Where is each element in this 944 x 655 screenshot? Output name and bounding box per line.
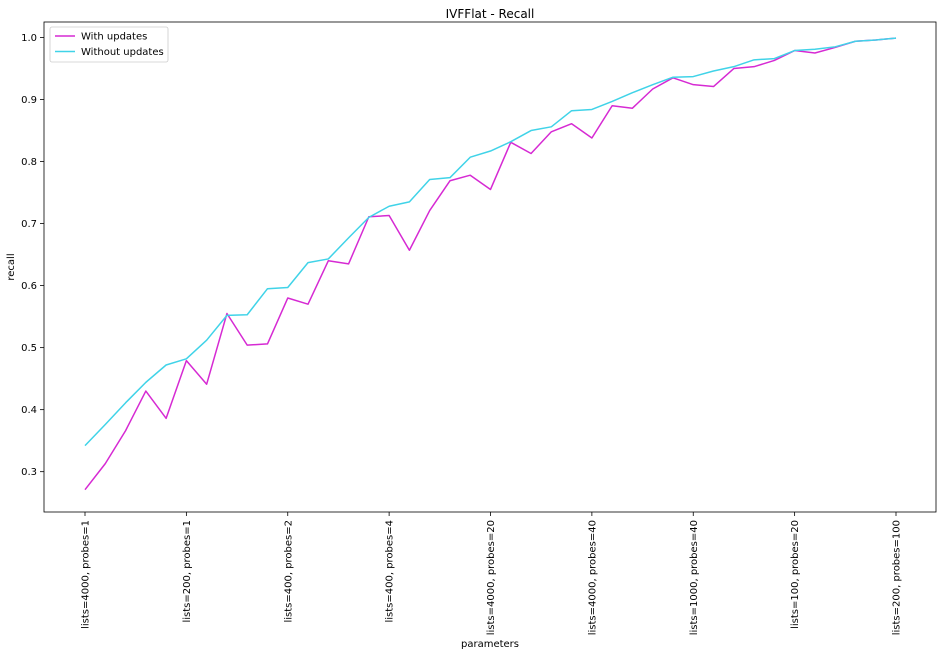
x-axis: lists=4000, probes=1 lists=200, probes=1 l…	[81, 512, 903, 635]
x-tick-label: lists=4000, probes=20	[486, 520, 497, 635]
y-tick-label: 1.0	[21, 33, 37, 44]
y-tick-label: 0.3	[21, 467, 37, 478]
series-layer	[84, 37, 897, 491]
y-axis: 0.3 0.4 0.5 0.6 0.7 0.8 0.9 1.0	[21, 33, 44, 478]
y-tick-label: 0.7	[21, 219, 37, 230]
x-tick-label: lists=1000, probes=40	[689, 520, 700, 635]
legend: With updates Without updates	[49, 26, 169, 63]
legend-label-1: Without updates	[81, 47, 164, 58]
y-axis-label: recall	[6, 253, 17, 280]
legend-box	[49, 26, 169, 63]
y-tick-label: 0.5	[21, 343, 37, 354]
series-line-0	[84, 37, 897, 491]
legend-label-0: With updates	[81, 32, 147, 43]
y-tick-label: 0.6	[21, 281, 37, 292]
y-tick-label: 0.9	[21, 95, 37, 106]
y-tick-label: 0.8	[21, 157, 37, 168]
y-tick-label: 0.4	[21, 405, 37, 416]
x-tick-label: lists=100, probes=20	[790, 520, 801, 629]
x-axis-label: parameters	[461, 639, 519, 650]
x-tick-label: lists=400, probes=2	[283, 520, 294, 623]
x-tick-label: lists=400, probes=4	[385, 520, 396, 623]
series-line-1	[84, 37, 897, 447]
x-tick-label: lists=4000, probes=40	[587, 520, 598, 635]
x-tick-label: lists=200, probes=1	[182, 520, 193, 623]
x-tick-label: lists=200, probes=100	[892, 520, 903, 635]
chart-title: IVFFlat - Recall	[446, 7, 535, 21]
x-tick-label: lists=4000, probes=1	[81, 520, 92, 629]
plot-area	[43, 21, 937, 513]
